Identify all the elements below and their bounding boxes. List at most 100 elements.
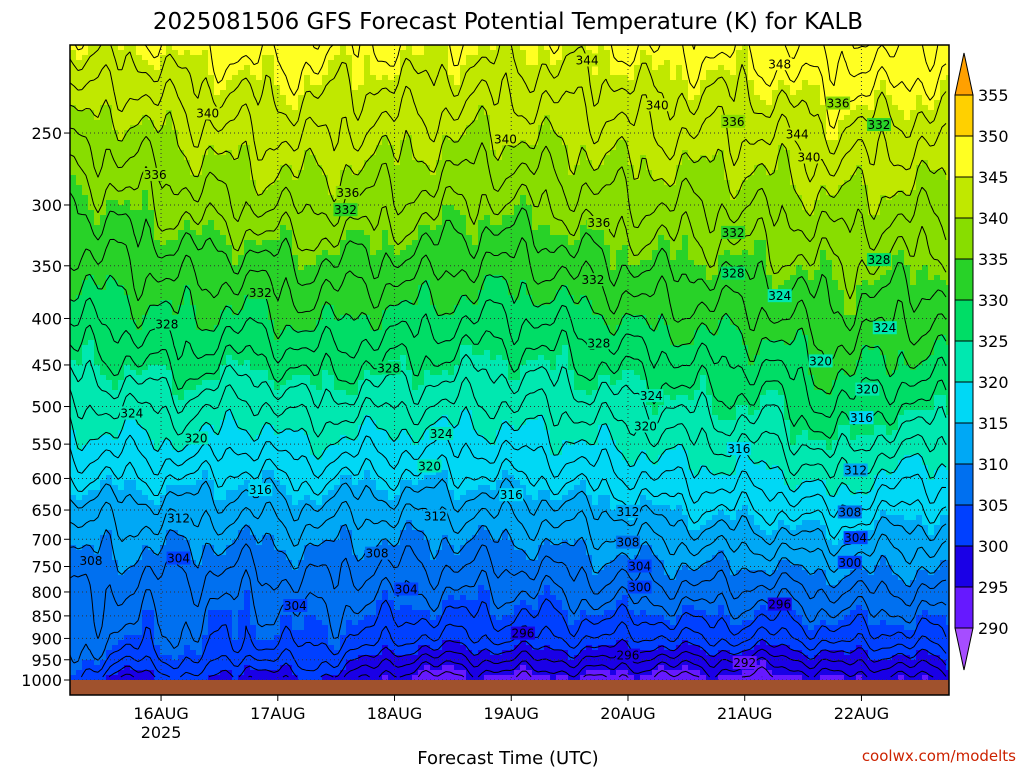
theta-cell: [190, 360, 197, 366]
theta-cell: [118, 675, 125, 681]
theta-cell: [166, 260, 173, 266]
theta-cell: [208, 675, 215, 681]
theta-cell: [172, 165, 179, 171]
theta-cell: [142, 665, 149, 671]
theta-cell: [262, 670, 269, 676]
theta-cell: [292, 455, 299, 461]
theta-cell: [238, 380, 245, 386]
theta-cell: [250, 460, 257, 466]
theta-cell: [256, 525, 263, 531]
theta-cell: [172, 285, 179, 291]
theta-cell: [208, 85, 215, 91]
theta-cell: [154, 165, 161, 171]
theta-cell: [250, 375, 257, 381]
theta-cell: [286, 465, 293, 471]
theta-cell: [262, 280, 269, 286]
theta-cell: [124, 615, 131, 621]
theta-cell: [190, 220, 197, 226]
theta-cell: [112, 625, 119, 631]
theta-cell: [94, 185, 101, 191]
theta-cell: [166, 415, 173, 421]
theta-cell: [298, 55, 305, 61]
theta-cell: [100, 570, 107, 576]
theta-cell: [148, 580, 155, 586]
theta-cell: [106, 650, 113, 656]
theta-cell: [274, 590, 281, 596]
theta-cell: [232, 550, 239, 556]
theta-cell: [154, 540, 161, 546]
theta-cell: [274, 210, 281, 216]
theta-cell: [202, 215, 209, 221]
theta-cell: [220, 55, 227, 61]
theta-cell: [262, 195, 269, 201]
theta-cell: [214, 315, 221, 321]
theta-cell: [94, 280, 101, 286]
theta-cell: [118, 395, 125, 401]
theta-cell: [184, 130, 191, 136]
theta-cell: [142, 485, 149, 491]
theta-cell: [148, 225, 155, 231]
theta-cell: [184, 305, 191, 311]
theta-cell: [178, 150, 185, 156]
theta-cell: [208, 470, 215, 476]
theta-cell: [88, 170, 95, 176]
theta-cell: [274, 445, 281, 451]
theta-cell: [76, 190, 83, 196]
theta-cell: [202, 250, 209, 256]
theta-cell: [172, 210, 179, 216]
theta-cell: [118, 605, 125, 611]
theta-cell: [136, 225, 143, 231]
theta-cell: [106, 360, 113, 366]
theta-cell: [106, 450, 113, 456]
theta-cell: [112, 165, 119, 171]
theta-cell: [100, 275, 107, 281]
theta-cell: [142, 230, 149, 236]
theta-cell: [262, 275, 269, 281]
theta-cell: [196, 75, 203, 81]
theta-cell: [112, 150, 119, 156]
theta-cell: [172, 330, 179, 336]
theta-cell: [292, 255, 299, 261]
theta-cell: [106, 555, 113, 561]
theta-cell: [190, 110, 197, 116]
theta-cell: [124, 555, 131, 561]
theta-cell: [142, 355, 149, 361]
theta-cell: [190, 235, 197, 241]
theta-cell: [208, 295, 215, 301]
theta-cell: [160, 605, 167, 611]
theta-cell: [124, 215, 131, 221]
theta-cell: [112, 90, 119, 96]
theta-cell: [142, 460, 149, 466]
theta-cell: [190, 465, 197, 471]
theta-cell: [106, 515, 113, 521]
theta-cell: [208, 540, 215, 546]
theta-cell: [82, 305, 89, 311]
theta-cell: [82, 590, 89, 596]
theta-cell: [160, 645, 167, 651]
theta-cell: [262, 565, 269, 571]
theta-cell: [76, 635, 83, 641]
theta-cell: [220, 435, 227, 441]
theta-cell: [286, 160, 293, 166]
theta-cell: [100, 170, 107, 176]
theta-cell: [88, 390, 95, 396]
theta-cell: [262, 550, 269, 556]
theta-cell: [70, 495, 77, 501]
theta-cell: [70, 515, 77, 521]
theta-cell: [190, 50, 197, 56]
theta-cell: [214, 575, 221, 581]
theta-cell: [178, 485, 185, 491]
theta-cell: [172, 375, 179, 381]
theta-cell: [214, 400, 221, 406]
theta-cell: [76, 300, 83, 306]
theta-cell: [268, 120, 275, 126]
theta-cell: [106, 660, 113, 666]
theta-cell: [112, 275, 119, 281]
theta-cell: [160, 230, 167, 236]
theta-cell: [214, 340, 221, 346]
theta-cell: [250, 560, 257, 566]
theta-cell: [238, 190, 245, 196]
theta-cell: [232, 670, 239, 676]
theta-cell: [154, 580, 161, 586]
theta-cell: [268, 115, 275, 121]
